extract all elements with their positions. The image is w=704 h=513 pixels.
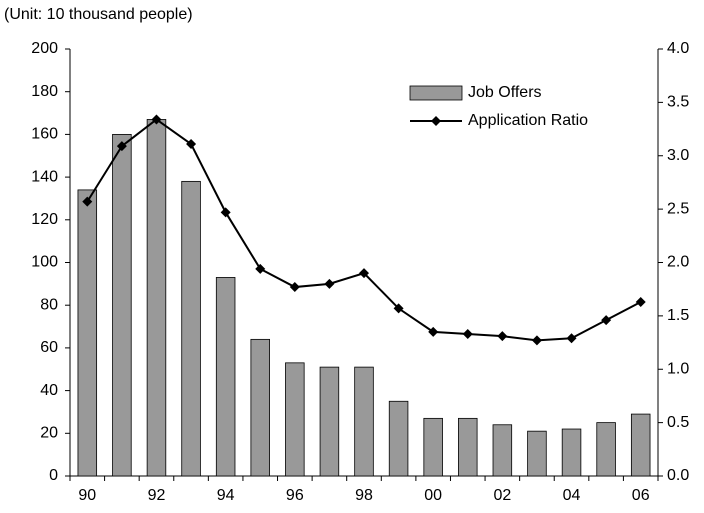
marker bbox=[393, 303, 404, 314]
y-tick-label: 180 bbox=[31, 83, 58, 100]
y-tick-label: 60 bbox=[40, 339, 58, 356]
y2-tick-label: 4.0 bbox=[667, 40, 689, 57]
marker bbox=[255, 263, 266, 274]
y2-tick-label: 2.5 bbox=[667, 200, 689, 217]
marker bbox=[186, 139, 197, 150]
x-tick-label: 00 bbox=[424, 487, 442, 504]
y-tick-label: 140 bbox=[31, 168, 58, 185]
bar bbox=[458, 417, 478, 477]
marker bbox=[116, 141, 127, 152]
marker bbox=[462, 329, 473, 340]
marker bbox=[220, 207, 231, 218]
bar bbox=[423, 417, 443, 477]
legend-marker bbox=[431, 116, 441, 126]
x-tick-label: 94 bbox=[217, 487, 235, 504]
bar bbox=[561, 428, 582, 477]
marker bbox=[428, 326, 439, 337]
marker bbox=[324, 278, 335, 289]
legend-label: Application Ratio bbox=[468, 112, 588, 129]
line bbox=[86, 118, 642, 342]
y2-tick-label: 1.0 bbox=[667, 360, 689, 377]
marker bbox=[601, 315, 612, 326]
bar bbox=[319, 366, 340, 477]
y-tick-label: 80 bbox=[40, 296, 58, 313]
x-tick-label: 98 bbox=[355, 487, 373, 504]
bar bbox=[77, 189, 98, 477]
y-tick-label: 40 bbox=[40, 382, 58, 399]
bar bbox=[181, 180, 201, 477]
y-tick-label: 120 bbox=[31, 211, 58, 228]
y-tick-label: 200 bbox=[31, 40, 58, 57]
bar bbox=[388, 400, 409, 477]
y-tick-label: 20 bbox=[40, 425, 58, 442]
marker bbox=[497, 331, 508, 342]
marker bbox=[151, 114, 162, 125]
y2-tick-label: 3.5 bbox=[667, 94, 689, 111]
x-tick-label: 06 bbox=[632, 487, 650, 504]
y2-tick-label: 0.5 bbox=[667, 414, 689, 431]
marker bbox=[289, 282, 300, 293]
bar bbox=[492, 424, 513, 477]
x-tick-label: 02 bbox=[493, 487, 511, 504]
marker bbox=[635, 296, 646, 307]
x-tick-label: 04 bbox=[563, 487, 581, 504]
marker bbox=[82, 196, 93, 207]
y-tick-label: 0 bbox=[49, 467, 58, 484]
y2-tick-label: 0.0 bbox=[667, 467, 689, 484]
bar bbox=[354, 366, 374, 477]
y-tick-label: 160 bbox=[31, 126, 58, 143]
bar bbox=[285, 362, 305, 477]
y2-tick-label: 1.5 bbox=[667, 307, 689, 324]
x-tick-label: 92 bbox=[148, 487, 166, 504]
marker bbox=[531, 335, 542, 346]
bar bbox=[630, 413, 651, 477]
bar bbox=[146, 119, 167, 477]
bar bbox=[250, 338, 270, 477]
x-tick-label: 96 bbox=[286, 487, 304, 504]
unit-note: (Unit: 10 thousand people) bbox=[4, 6, 193, 23]
bar bbox=[596, 422, 616, 477]
y2-tick-label: 2.0 bbox=[667, 254, 689, 271]
legend-label: Job Offers bbox=[468, 84, 542, 101]
bar bbox=[112, 133, 132, 477]
legend-swatch bbox=[409, 85, 463, 101]
x-tick-label: 90 bbox=[78, 487, 96, 504]
y2-tick-label: 3.0 bbox=[667, 147, 689, 164]
bar bbox=[527, 430, 547, 477]
marker bbox=[359, 268, 369, 279]
y-tick-label: 100 bbox=[31, 254, 58, 271]
bar bbox=[215, 277, 236, 477]
marker bbox=[566, 333, 577, 344]
